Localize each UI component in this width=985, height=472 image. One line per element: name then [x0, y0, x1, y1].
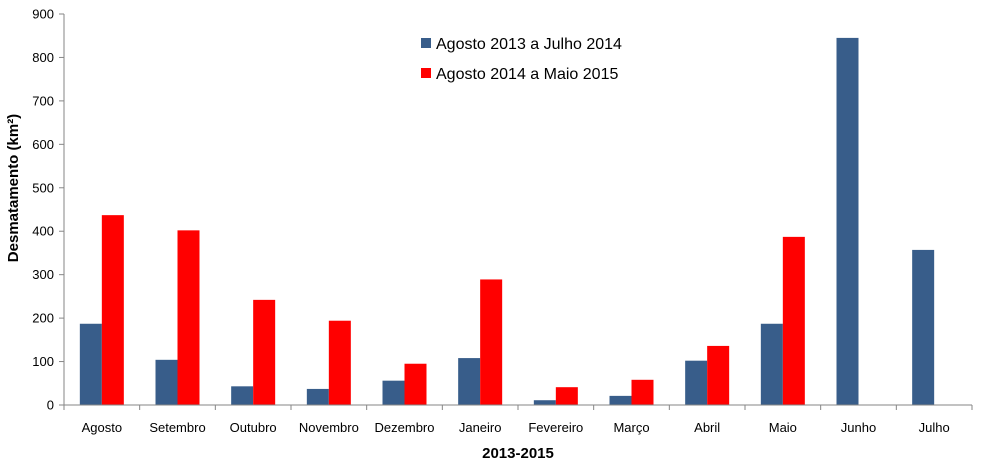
bar-series-2-outubro — [253, 299, 276, 405]
legend: Agosto 2013 a Julho 2014 Agosto 2014 a M… — [421, 36, 622, 83]
y-tick-label: 300 — [32, 267, 54, 282]
legend-label-series-1: Agosto 2013 a Julho 2014 — [436, 36, 622, 53]
bar-series-1-março — [609, 395, 632, 405]
x-tick-label: Outubro — [230, 420, 277, 435]
x-tick-label: Dezembro — [375, 420, 435, 435]
bar-series-2-dezembro — [404, 363, 427, 405]
legend-swatch-series-1 — [421, 38, 431, 48]
y-tick-label: 100 — [32, 354, 54, 369]
x-tick-label: Setembro — [149, 420, 205, 435]
bar-series-1-janeiro — [458, 358, 481, 405]
x-tick-label: Agosto — [82, 420, 122, 435]
x-tick-label: Março — [613, 420, 649, 435]
bar-series-2-agosto — [101, 215, 124, 405]
bar-series-1-novembro — [306, 388, 329, 405]
y-tick-label: 200 — [32, 311, 54, 326]
plot-area: 0 100 200 300 400 500 600 700 800 900 Agosto Setemb… — [32, 7, 973, 435]
bar-series-2-janeiro — [480, 279, 503, 405]
y-tick-label: 900 — [32, 7, 54, 22]
legend-label-series-2: Agosto 2014 a Maio 2015 — [436, 66, 618, 83]
y-tick-label: 400 — [32, 224, 54, 239]
bar-series-2-novembro — [328, 320, 351, 405]
x-tick-label: Abril — [694, 420, 720, 435]
y-tick-label: 800 — [32, 50, 54, 65]
bar-series-1-setembro — [155, 359, 178, 405]
bar-series-1-junho — [836, 37, 859, 406]
x-tick-label: Julho — [919, 420, 950, 435]
legend-swatch-series-2 — [421, 68, 431, 78]
bar-series-2-março — [631, 379, 654, 405]
bar-series-2-abril — [707, 345, 730, 405]
bar-series-2-maio — [782, 236, 805, 405]
y-tick-label: 600 — [32, 137, 54, 152]
x-tick-label: Fevereiro — [528, 420, 583, 435]
y-tick-label: 500 — [32, 180, 54, 195]
y-axis-title: Desmatamento (km²) — [5, 114, 22, 262]
bar-series-1-agosto — [79, 323, 102, 405]
bar-series-1-outubro — [231, 386, 254, 405]
bar-series-1-julho — [912, 249, 935, 405]
y-tick-label: 0 — [47, 398, 54, 413]
x-axis-title: 2013-2015 — [482, 445, 554, 462]
x-tick-label: Junho — [841, 420, 876, 435]
bar-series-1-maio — [760, 323, 783, 405]
bar-series-2-setembro — [177, 230, 200, 405]
x-tick-label: Novembro — [299, 420, 359, 435]
x-tick-label: Janeiro — [459, 420, 502, 435]
bar-series-2-fevereiro — [555, 387, 578, 405]
bar-series-1-abril — [685, 360, 708, 405]
x-tick-label: Maio — [769, 420, 797, 435]
bar-series-1-dezembro — [382, 380, 405, 405]
bar-series-1-fevereiro — [533, 400, 556, 405]
y-tick-label: 700 — [32, 93, 54, 108]
